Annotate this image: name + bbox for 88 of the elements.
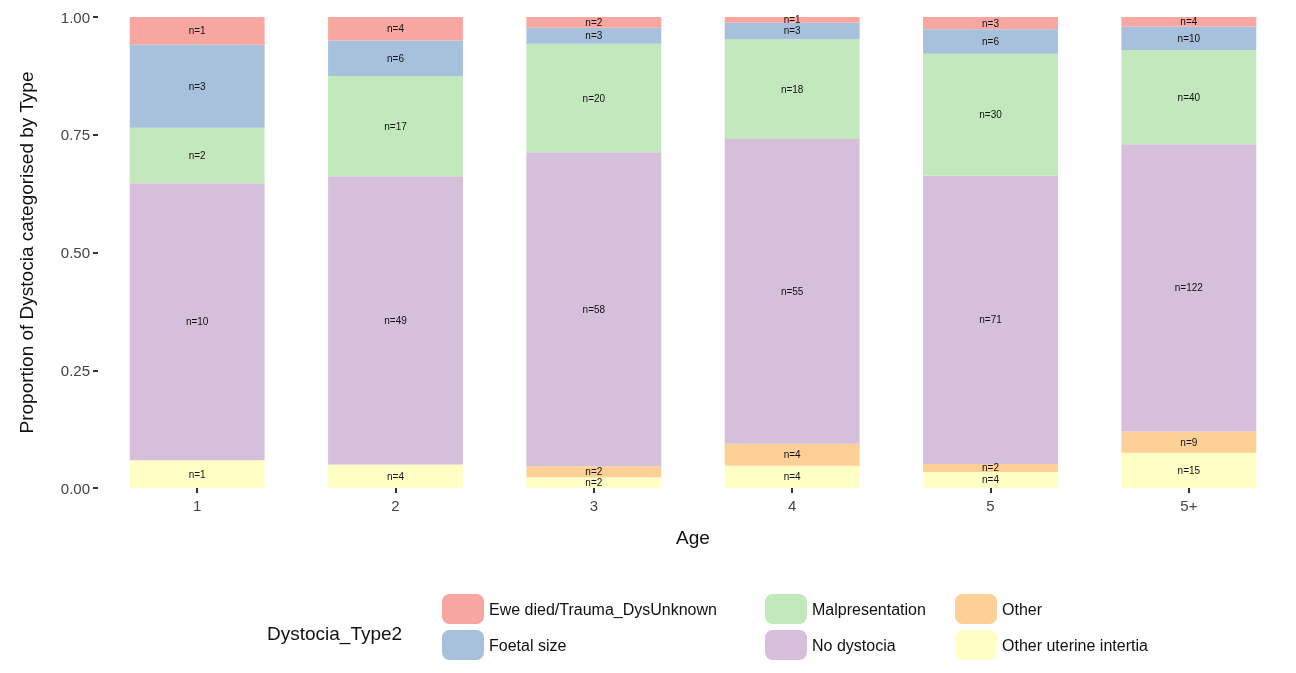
bar bbox=[129, 44, 265, 128]
annotation: n=55 bbox=[780, 285, 804, 297]
annotation: n=2 bbox=[585, 16, 603, 28]
annotation: n=4 bbox=[783, 471, 802, 483]
bar bbox=[923, 53, 1058, 176]
x-tick-label: 3 bbox=[589, 497, 599, 514]
x-tick-label: 5+ bbox=[1180, 497, 1198, 514]
annotation: n=3 bbox=[783, 25, 802, 37]
bar bbox=[328, 17, 463, 41]
bar bbox=[1121, 452, 1257, 488]
bar bbox=[724, 138, 860, 444]
legend-title: Dystocia_Type2 bbox=[267, 623, 403, 645]
annotation: n=6 bbox=[387, 52, 405, 64]
annotation: n=6 bbox=[982, 35, 1000, 47]
annotation: n=9 bbox=[1180, 436, 1198, 448]
bar bbox=[724, 22, 860, 40]
bar bbox=[129, 17, 265, 45]
bar bbox=[328, 176, 463, 465]
annotation: n=10 bbox=[185, 316, 209, 328]
legend-label: Other bbox=[1002, 600, 1043, 618]
bar bbox=[526, 466, 662, 478]
annotation: n=4 bbox=[783, 449, 802, 461]
bar bbox=[129, 127, 265, 184]
y-tick-label: 0.25 bbox=[60, 361, 90, 379]
bar bbox=[923, 175, 1058, 464]
bar bbox=[129, 460, 265, 488]
legend-label: Ewe died/Trauma_DysUnknown bbox=[489, 600, 717, 619]
legend-label: Foetal size bbox=[489, 636, 567, 654]
bar bbox=[1121, 431, 1257, 453]
annotation: n=1 bbox=[783, 14, 802, 26]
bar bbox=[923, 29, 1058, 54]
bar bbox=[1121, 17, 1257, 27]
bar bbox=[526, 477, 662, 488]
annotation: n=58 bbox=[582, 303, 606, 315]
annotation: n=71 bbox=[979, 314, 1003, 326]
y-tick-label: 0.75 bbox=[60, 126, 90, 144]
bar bbox=[328, 75, 463, 177]
annotation: n=4 bbox=[387, 23, 405, 35]
y-axis-title: Proportion of Dystocia categorised by Type bbox=[16, 71, 37, 434]
annotation: n=3 bbox=[188, 80, 207, 92]
annotation: n=2 bbox=[585, 466, 603, 478]
annotation: n=3 bbox=[585, 30, 603, 42]
annotation: n=20 bbox=[582, 92, 606, 104]
legend-label: Malpresentation bbox=[812, 600, 926, 618]
annotation: n=122 bbox=[1174, 282, 1204, 294]
x-tick-label: 5 bbox=[986, 497, 995, 514]
annotation: n=30 bbox=[979, 109, 1003, 121]
x-axis-title: Age bbox=[676, 527, 710, 548]
annotation: n=17 bbox=[384, 120, 408, 132]
x-tick-label: 1 bbox=[192, 497, 202, 514]
y-tick-label: 0.50 bbox=[60, 244, 90, 261]
annotation: n=2 bbox=[188, 149, 207, 161]
bar bbox=[724, 17, 860, 23]
bar bbox=[526, 27, 662, 44]
bar bbox=[923, 471, 1058, 488]
annotation: n=10 bbox=[1177, 32, 1201, 44]
bar bbox=[526, 43, 662, 153]
bar bbox=[1121, 144, 1257, 432]
bar bbox=[724, 465, 860, 488]
bar bbox=[328, 40, 463, 76]
x-tick-label: 2 bbox=[391, 497, 400, 514]
annotation: n=18 bbox=[780, 83, 804, 95]
legend-label: No dystocia bbox=[812, 636, 896, 654]
x-tick-label: 4 bbox=[787, 497, 797, 514]
bar bbox=[129, 183, 265, 461]
annotation: n=4 bbox=[387, 470, 405, 482]
bar bbox=[923, 17, 1058, 30]
annotation: n=2 bbox=[585, 477, 603, 489]
annotation: n=4 bbox=[1180, 16, 1198, 28]
annotation: n=49 bbox=[384, 314, 408, 326]
y-tick-label: 1.00 bbox=[60, 8, 90, 26]
bar bbox=[328, 464, 463, 488]
bar bbox=[1121, 49, 1257, 145]
legend-label: Other uterine intertia bbox=[1002, 636, 1148, 654]
bar bbox=[526, 17, 662, 28]
y-tick-label: 0.00 bbox=[60, 479, 90, 497]
annotation: n=1 bbox=[188, 25, 207, 37]
annotation: n=4 bbox=[982, 474, 1000, 486]
bar bbox=[923, 463, 1058, 472]
bar bbox=[1121, 26, 1257, 50]
annotation: n=40 bbox=[1177, 91, 1201, 103]
annotation: n=15 bbox=[1177, 464, 1201, 476]
annotation: n=1 bbox=[188, 468, 207, 480]
annotation: n=2 bbox=[982, 462, 1000, 474]
bar bbox=[526, 152, 662, 467]
bar bbox=[724, 443, 860, 466]
annotation: n=3 bbox=[982, 17, 1000, 29]
bar bbox=[724, 39, 860, 139]
